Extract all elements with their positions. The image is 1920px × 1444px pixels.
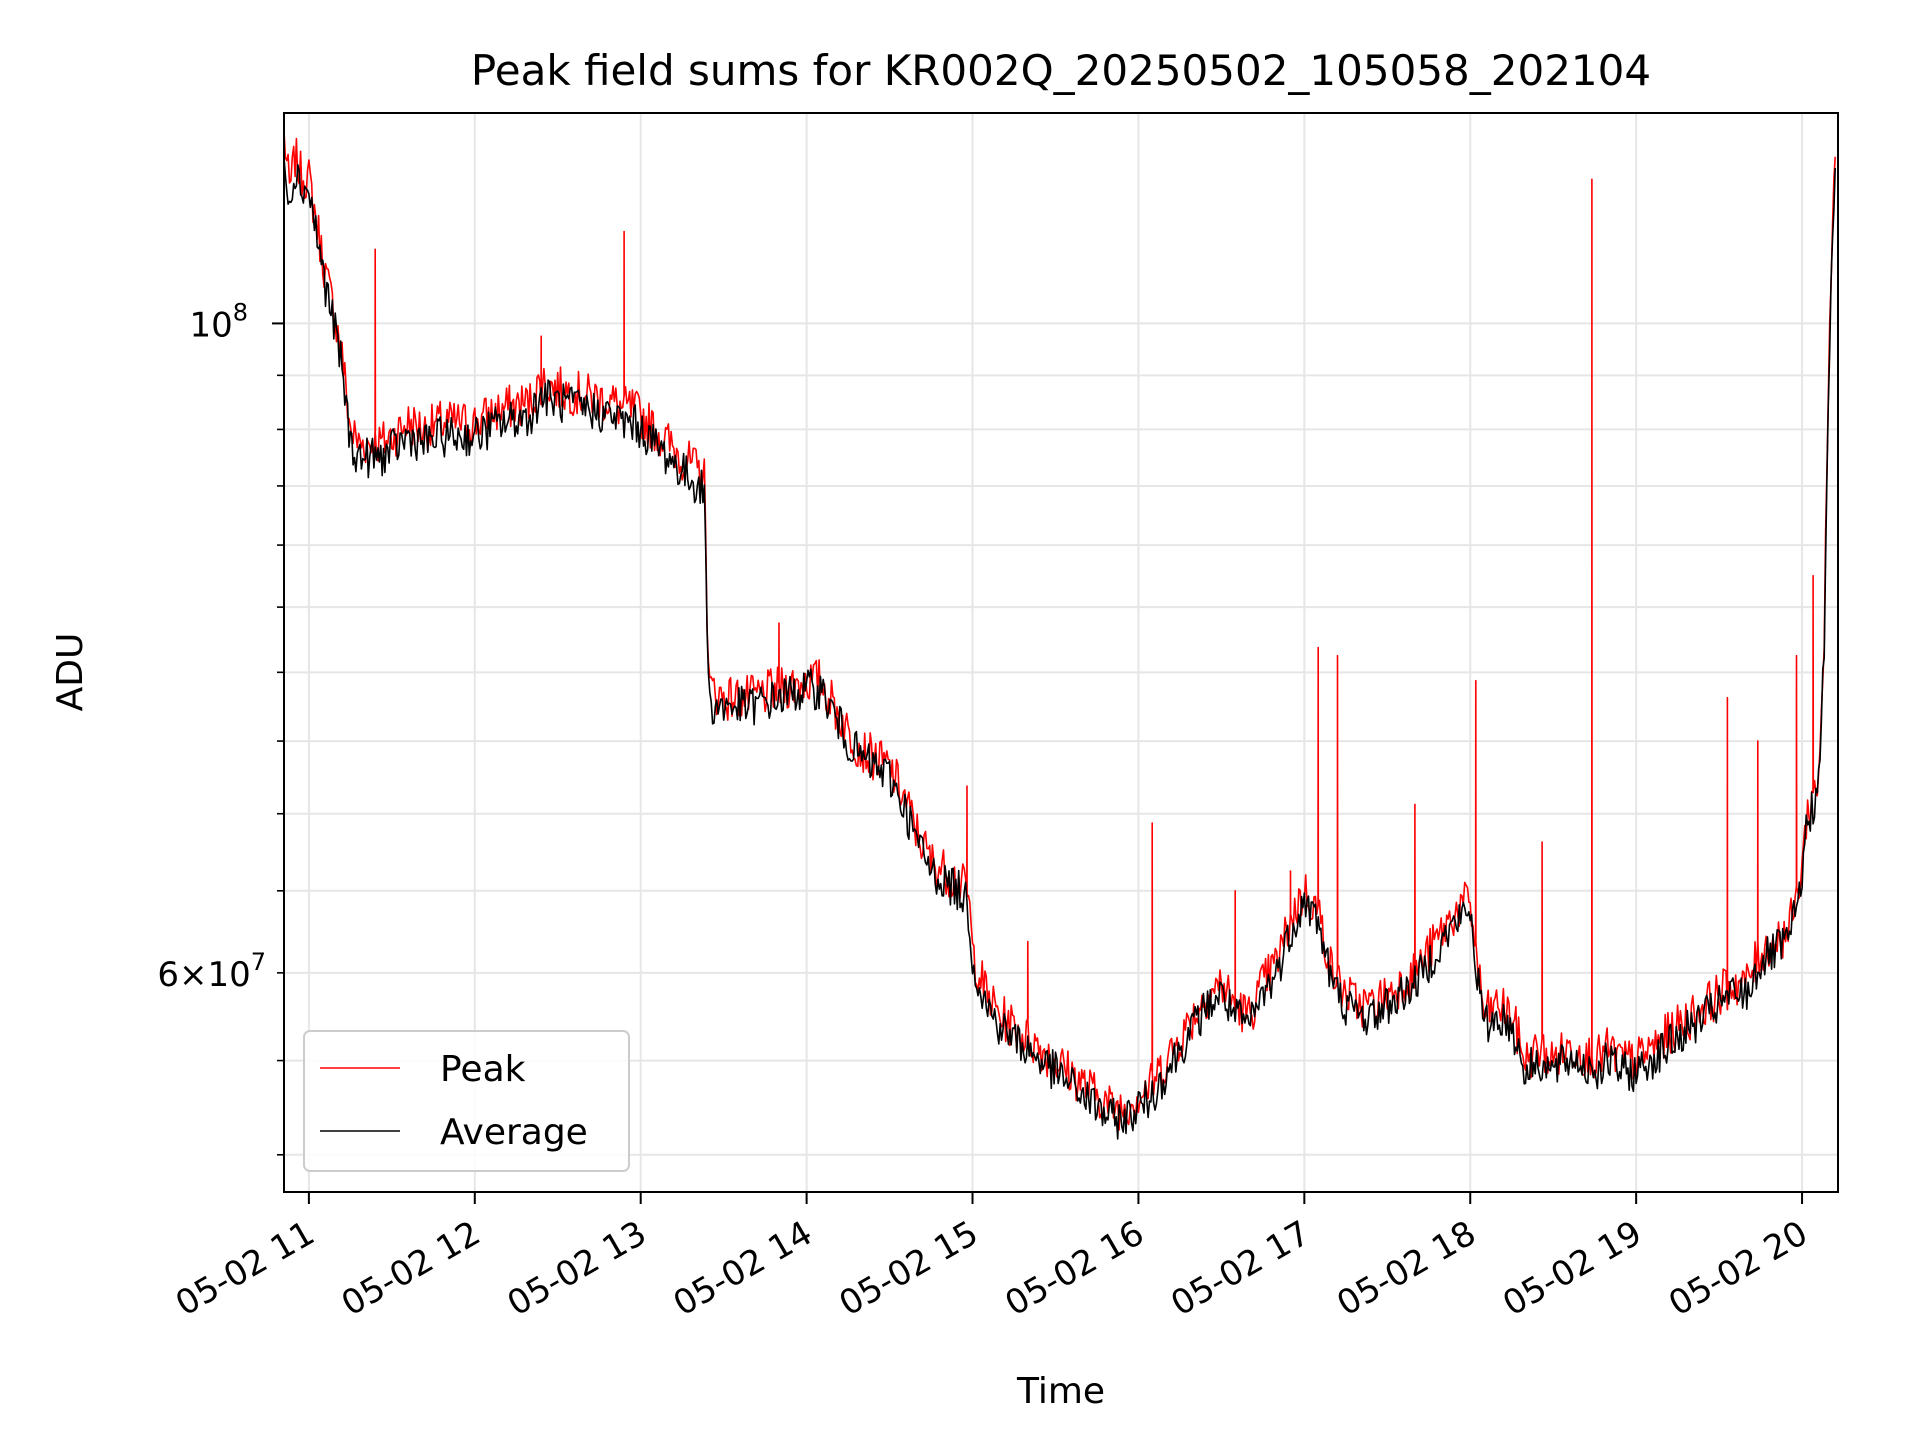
x-axis-label: Time: [1016, 1371, 1105, 1412]
legend-label-average: Average: [440, 1112, 588, 1153]
chart-title: Peak field sums for KR002Q_20250502_1050…: [471, 46, 1651, 95]
legend: Peak Average: [303, 1030, 630, 1172]
grid-lines: [284, 113, 1838, 1192]
y-tick-label-minor: 6×107: [157, 948, 266, 995]
legend-label-peak: Peak: [440, 1049, 526, 1090]
y-axis-label: ADU: [50, 633, 91, 712]
plot-area-frame: [283, 112, 1839, 1193]
series-line-average: [283, 157, 1836, 1140]
legend-box: [303, 1030, 630, 1172]
y-tick-label-major: 108: [189, 298, 248, 345]
series-lines: [283, 130, 1836, 1140]
